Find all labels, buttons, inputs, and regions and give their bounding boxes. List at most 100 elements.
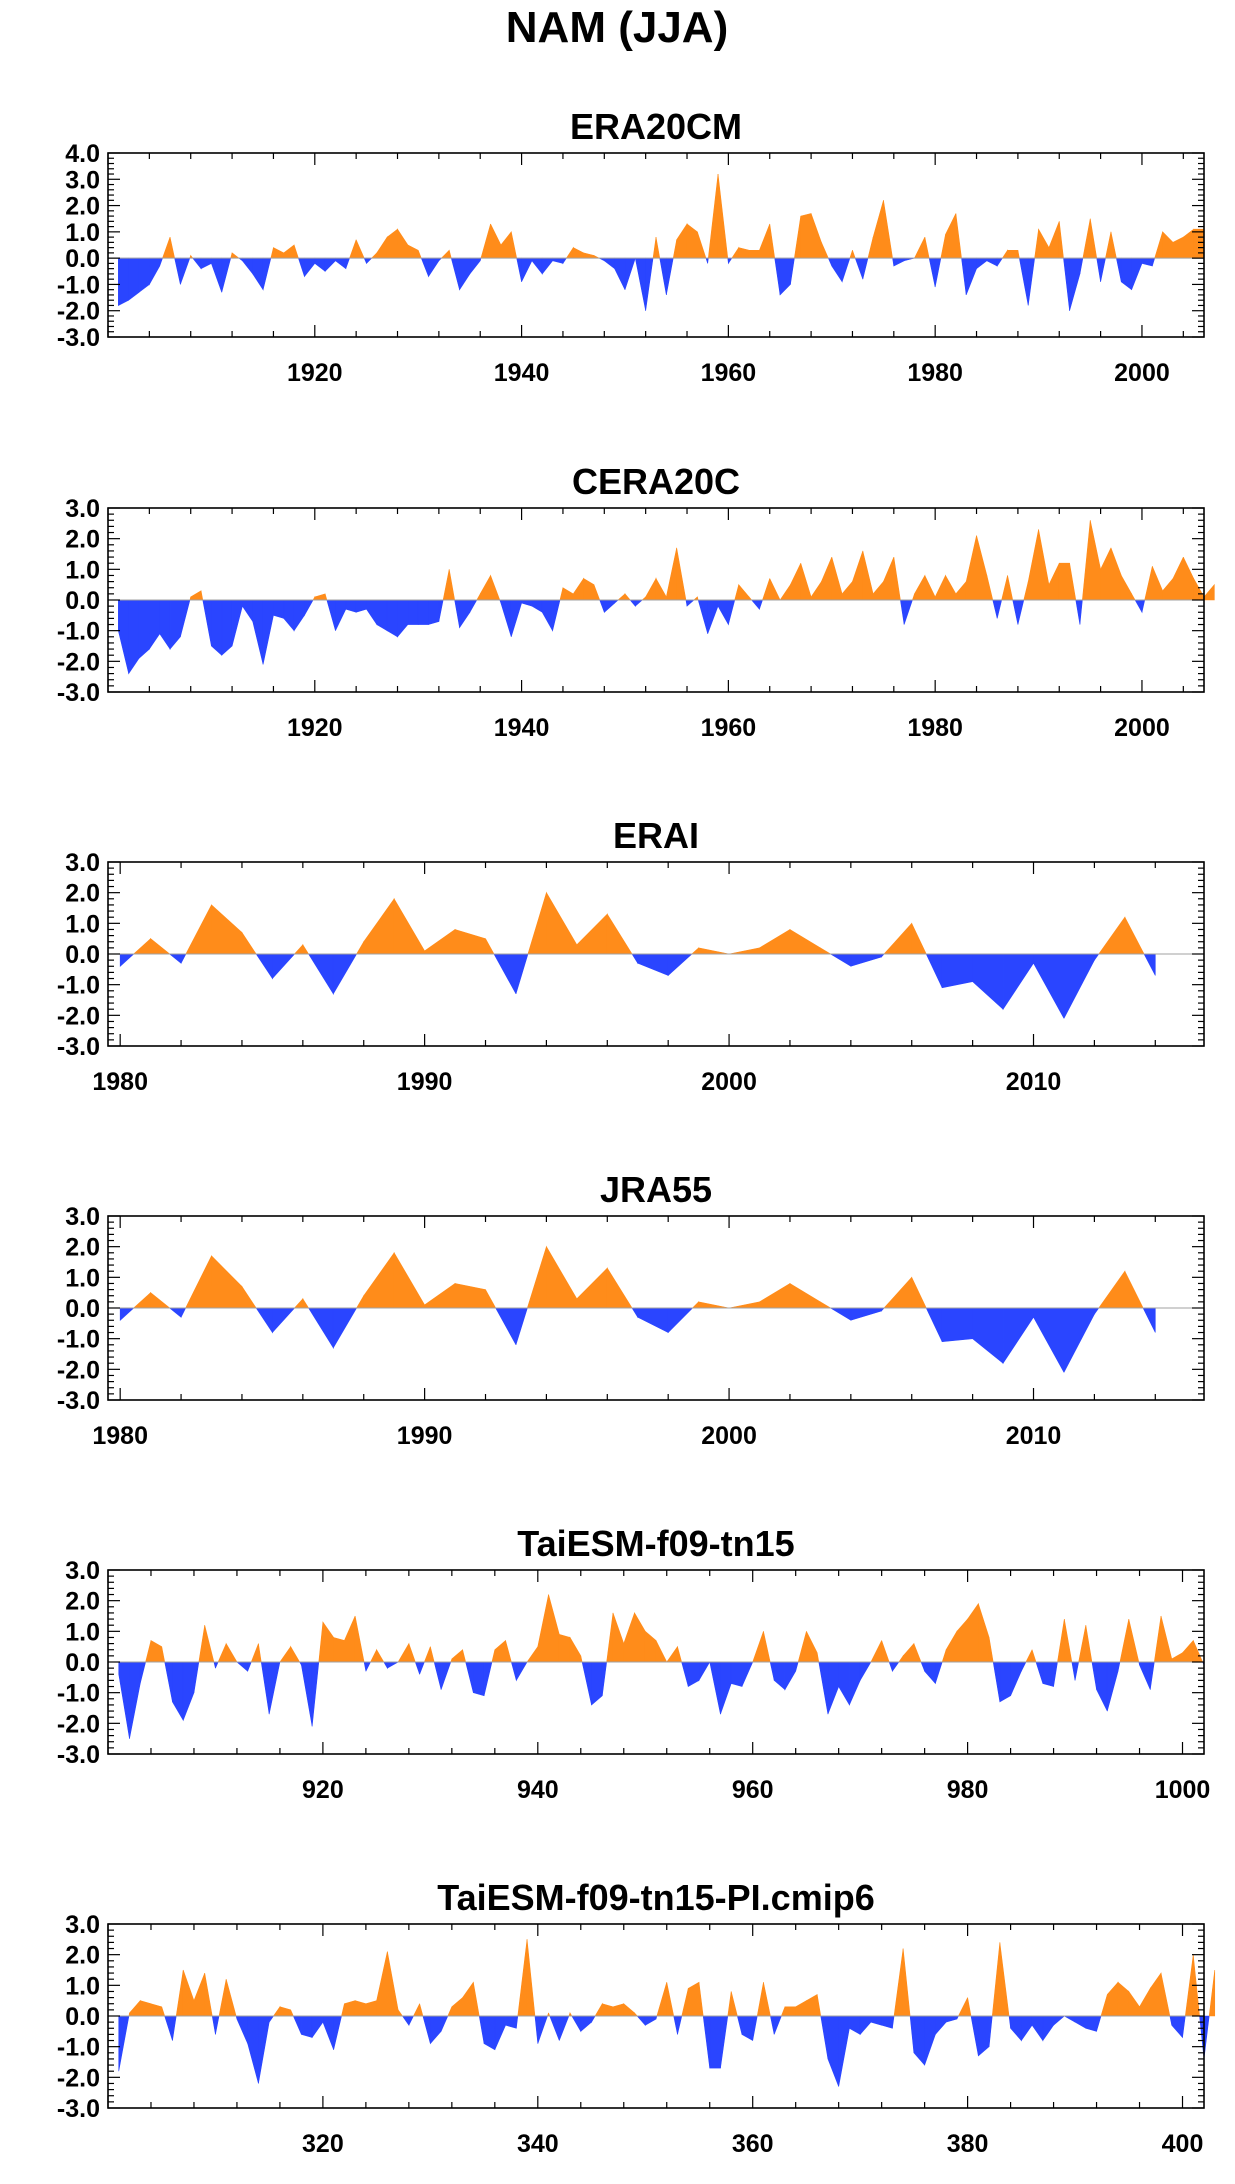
positive-anomaly-area bbox=[1058, 562, 1070, 601]
positive-anomaly-area bbox=[655, 1640, 668, 1663]
negative-anomaly-area bbox=[818, 1661, 829, 1715]
positive-anomaly-area bbox=[912, 593, 915, 601]
positive-anomaly-area bbox=[231, 252, 240, 259]
positive-anomaly-area bbox=[1162, 231, 1174, 259]
positive-anomaly-area bbox=[1098, 1270, 1126, 1309]
positive-anomaly-area bbox=[1007, 249, 1019, 259]
positive-anomaly-area bbox=[731, 246, 740, 259]
positive-anomaly-area bbox=[363, 897, 395, 955]
negative-anomaly-area bbox=[773, 1661, 786, 1691]
positive-anomaly-area bbox=[730, 1991, 738, 2017]
positive-anomaly-area bbox=[666, 1982, 675, 2017]
negative-anomaly-area bbox=[193, 1661, 200, 1693]
negative-anomaly-area bbox=[301, 2015, 313, 2038]
positive-anomaly-area bbox=[279, 2006, 291, 2017]
positive-anomaly-area bbox=[806, 1994, 818, 2017]
positive-anomaly-area bbox=[794, 216, 802, 259]
negative-anomaly-area bbox=[730, 1661, 743, 1687]
positive-anomaly-area bbox=[800, 563, 812, 601]
negative-anomaly-area bbox=[438, 599, 444, 622]
positive-anomaly-area bbox=[820, 1301, 832, 1309]
positive-anomaly-area bbox=[759, 223, 771, 259]
negative-anomaly-area bbox=[326, 599, 336, 631]
positive-anomaly-area bbox=[1007, 575, 1014, 601]
negative-anomaly-area bbox=[629, 599, 636, 607]
negative-anomaly-area bbox=[469, 599, 478, 614]
positive-anomaly-area bbox=[476, 592, 481, 601]
negative-anomaly-area bbox=[779, 257, 791, 296]
negative-anomaly-area bbox=[631, 953, 639, 965]
positive-anomaly-area bbox=[565, 246, 574, 259]
negative-anomaly-area bbox=[345, 257, 350, 269]
positive-anomaly-area bbox=[976, 535, 988, 601]
positive-anomaly-area bbox=[1172, 236, 1184, 259]
negative-anomaly-area bbox=[604, 599, 615, 613]
negative-anomaly-area bbox=[604, 257, 615, 270]
positive-anomaly-area bbox=[562, 587, 574, 601]
negative-anomaly-area bbox=[988, 2015, 993, 2047]
negative-anomaly-area bbox=[1096, 2015, 1102, 2032]
negative-anomaly-area bbox=[311, 1661, 320, 1727]
negative-anomaly-area bbox=[976, 257, 988, 270]
positive-anomaly-area bbox=[393, 1251, 425, 1309]
negative-anomaly-area bbox=[720, 1661, 732, 1715]
positive-anomaly-area bbox=[734, 584, 740, 601]
negative-anomaly-area bbox=[414, 1661, 420, 1675]
positive-anomaly-area bbox=[1149, 1972, 1162, 2017]
positive-anomaly-area bbox=[386, 228, 398, 259]
positive-anomaly-area bbox=[893, 1948, 904, 2017]
negative-anomaly-area bbox=[159, 599, 171, 651]
negative-anomaly-area bbox=[686, 599, 695, 607]
y-tick-label: -2.0 bbox=[57, 1356, 100, 1384]
positive-anomaly-area bbox=[161, 2006, 166, 2017]
positive-anomaly-area bbox=[676, 547, 687, 601]
x-tick-label: 400 bbox=[1162, 2130, 1204, 2158]
positive-anomaly-area bbox=[691, 1301, 699, 1309]
positive-anomaly-area bbox=[1001, 575, 1008, 601]
negative-anomaly-area bbox=[827, 257, 833, 267]
positive-anomaly-area bbox=[759, 1282, 791, 1309]
positive-anomaly-area bbox=[454, 929, 486, 955]
negative-anomaly-area bbox=[667, 1307, 694, 1334]
negative-anomaly-area bbox=[531, 599, 543, 613]
negative-anomaly-area bbox=[419, 1661, 425, 1675]
negative-anomaly-area bbox=[324, 257, 336, 273]
negative-anomaly-area bbox=[215, 1661, 219, 1669]
positive-anomaly-area bbox=[408, 1643, 416, 1663]
negative-anomaly-area bbox=[1117, 1661, 1121, 1672]
y-tick-label: 4.0 bbox=[65, 140, 100, 168]
y-tick-label: -3.0 bbox=[57, 2095, 100, 2123]
negative-anomaly-area bbox=[750, 599, 760, 611]
positive-anomaly-area bbox=[324, 593, 328, 601]
negative-anomaly-area bbox=[273, 599, 285, 619]
positive-anomaly-area bbox=[902, 1642, 915, 1663]
negative-anomaly-area bbox=[978, 2015, 990, 2057]
positive-anomaly-area bbox=[883, 556, 895, 601]
negative-anomaly-area bbox=[709, 2015, 721, 2069]
panel-title: TaiESM-f09-tn15 bbox=[517, 1523, 794, 1564]
positive-anomaly-area bbox=[945, 574, 957, 601]
negative-anomaly-area bbox=[1071, 1661, 1076, 1681]
negative-anomaly-area bbox=[202, 599, 212, 647]
negative-anomaly-area bbox=[510, 599, 522, 637]
positive-anomaly-area bbox=[655, 577, 667, 601]
positive-anomaly-area bbox=[883, 1276, 913, 1309]
positive-anomaly-area bbox=[612, 2003, 625, 2017]
negative-anomaly-area bbox=[1139, 1661, 1151, 1690]
positive-anomaly-area bbox=[1139, 1987, 1151, 2017]
positive-anomaly-area bbox=[132, 1291, 151, 1309]
negative-anomaly-area bbox=[697, 599, 708, 634]
negative-anomaly-area bbox=[892, 1661, 900, 1673]
positive-anomaly-area bbox=[1098, 916, 1126, 955]
negative-anomaly-area bbox=[903, 599, 913, 625]
negative-anomaly-area bbox=[1091, 1661, 1097, 1690]
negative-anomaly-area bbox=[1035, 1661, 1044, 1684]
negative-anomaly-area bbox=[180, 599, 191, 637]
negative-anomaly-area bbox=[363, 257, 367, 264]
positive-anomaly-area bbox=[293, 244, 299, 259]
negative-anomaly-area bbox=[335, 257, 347, 270]
negative-anomaly-area bbox=[465, 1661, 474, 1693]
positive-anomaly-area bbox=[849, 250, 853, 259]
positive-anomaly-area bbox=[572, 247, 584, 259]
positive-anomaly-area bbox=[645, 577, 657, 601]
